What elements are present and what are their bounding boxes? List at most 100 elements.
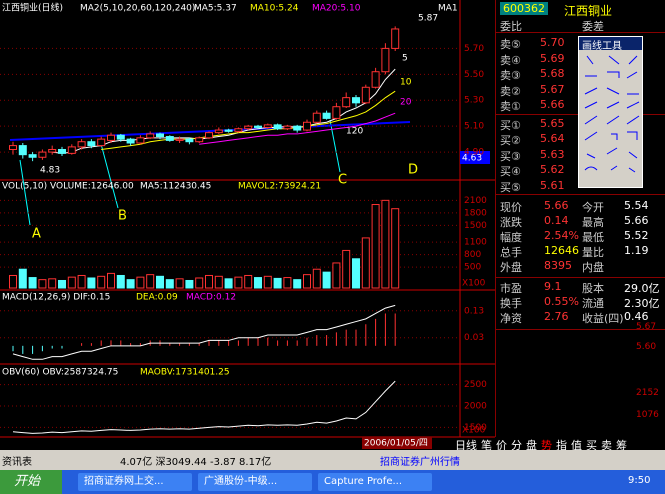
candle-body bbox=[107, 134, 115, 141]
toolbox-icons bbox=[584, 55, 640, 173]
panel-header: MAVOL2:73924.21 bbox=[238, 182, 321, 192]
stat: 5.66 bbox=[544, 199, 569, 212]
candle-body bbox=[58, 148, 66, 154]
status-text[interactable]: 资讯表 bbox=[2, 457, 32, 468]
tab[interactable]: 买 bbox=[586, 439, 597, 452]
candle-body bbox=[303, 121, 311, 131]
stat: 0.14 bbox=[544, 214, 569, 227]
order-label: 买④ bbox=[500, 165, 521, 178]
candle-body bbox=[116, 134, 125, 140]
annotation: 10 bbox=[400, 78, 412, 88]
chart-title: 江西铜业(日线) bbox=[2, 2, 63, 14]
y-tick-label: 5.50 bbox=[464, 70, 484, 80]
candle-body bbox=[224, 129, 233, 132]
candle-body bbox=[156, 133, 164, 138]
taskbar: 开始 9:50 招商证券网上交... 广通股份-中级... Capture Prof… bbox=[0, 470, 665, 494]
candle-body bbox=[214, 129, 223, 134]
order-label: 卖③ bbox=[500, 69, 521, 82]
y-tick-label: 1800 bbox=[464, 208, 487, 218]
tab[interactable]: 盘 bbox=[526, 439, 537, 452]
task[interactable]: 广通股份-中级... bbox=[198, 473, 312, 491]
tab[interactable]: 日线 bbox=[455, 439, 477, 452]
volume-bar bbox=[28, 277, 37, 289]
panel-header: MACD:0.12 bbox=[186, 293, 236, 303]
stat: 量比 bbox=[582, 246, 604, 259]
y-tick-label: 2100 bbox=[464, 196, 487, 206]
stat: 换手 bbox=[500, 297, 522, 310]
panel-header: MAOBV:1731401.25 bbox=[140, 368, 230, 378]
trend-line bbox=[19, 159, 31, 226]
stat: 9.1 bbox=[544, 280, 562, 293]
candle-body bbox=[126, 138, 135, 144]
task[interactable]: Capture Profe... bbox=[318, 473, 432, 491]
ma-line bbox=[101, 90, 396, 150]
order-label: 买③ bbox=[500, 149, 521, 163]
unit-label: X100 bbox=[462, 426, 486, 436]
candle-body bbox=[175, 138, 184, 141]
stat: 最高 bbox=[582, 216, 604, 229]
start-button[interactable]: 开始 bbox=[0, 470, 62, 494]
candle-body bbox=[146, 133, 155, 139]
y-tick-label: 1500 bbox=[464, 221, 487, 231]
tab[interactable]: 筹 bbox=[616, 439, 627, 452]
order-price: 5.61 bbox=[540, 178, 565, 192]
candle-body bbox=[361, 86, 370, 104]
panel-header: VOL(5,10) VOLUME:12646.00 bbox=[2, 182, 134, 192]
volume-bar bbox=[342, 249, 351, 289]
y-tick-label: 1500 bbox=[464, 423, 487, 433]
volume-bar bbox=[234, 276, 243, 289]
task[interactable]: 招商证券网上交... bbox=[78, 473, 192, 491]
candle-body bbox=[283, 125, 292, 130]
candle-body bbox=[342, 97, 351, 108]
status-text: 招商证券广州行情 bbox=[380, 457, 460, 468]
volume-bar bbox=[136, 276, 145, 289]
tab[interactable]: 分 bbox=[511, 439, 522, 452]
volume-bar bbox=[322, 271, 331, 289]
order-price: 5.68 bbox=[540, 67, 565, 80]
volume-bar bbox=[18, 268, 27, 289]
tab[interactable]: 值 bbox=[571, 439, 582, 452]
annotation: 5.87 bbox=[418, 14, 438, 24]
candle-body bbox=[195, 137, 204, 143]
candle-body bbox=[205, 132, 213, 139]
order-label: 卖② bbox=[500, 84, 521, 98]
candle-body bbox=[97, 138, 106, 147]
stat: 内盘 bbox=[582, 261, 604, 274]
stat: 总手 bbox=[500, 246, 522, 259]
stat: 2.30亿 bbox=[624, 297, 660, 310]
volume-bar bbox=[9, 274, 17, 289]
tab[interactable]: 势 bbox=[541, 439, 552, 452]
stock-name: 江西铜业 bbox=[564, 4, 613, 18]
annotation: B bbox=[118, 209, 127, 224]
candle-body bbox=[332, 106, 341, 119]
volume-bar bbox=[107, 272, 115, 289]
volume-bar bbox=[273, 277, 282, 289]
volume-bar bbox=[116, 274, 125, 289]
status-text: 4.07亿 深3049.44 -3.87 8.17亿 bbox=[120, 457, 272, 468]
tab[interactable]: 笔 bbox=[481, 439, 492, 452]
stat: 0.55% bbox=[544, 295, 579, 308]
stat: 5.52 bbox=[624, 229, 649, 242]
mini-axis-label: 5.67 bbox=[636, 322, 657, 332]
tab[interactable]: 价 bbox=[496, 439, 507, 452]
order-label: 买② bbox=[500, 134, 521, 147]
tab[interactable]: 卖 bbox=[601, 439, 612, 452]
candle-body bbox=[165, 136, 174, 141]
date-box bbox=[362, 437, 432, 449]
stat: 2.54% bbox=[544, 229, 579, 242]
volume-bar bbox=[244, 274, 253, 289]
toolbox[interactable]: 画线工具 bbox=[578, 36, 643, 188]
dif-line bbox=[12, 304, 396, 360]
volume-bar bbox=[293, 279, 302, 289]
volume-bar bbox=[254, 277, 262, 289]
stat: 涨跌 bbox=[500, 216, 522, 229]
separator bbox=[496, 194, 665, 195]
y-tick-label: 5.30 bbox=[464, 96, 484, 106]
volume-bar bbox=[381, 199, 390, 289]
volume-bar bbox=[185, 279, 194, 289]
tab[interactable]: 指 bbox=[556, 439, 567, 452]
cursor-box bbox=[460, 151, 490, 164]
candle-body bbox=[371, 71, 380, 88]
volume-bar bbox=[87, 277, 96, 289]
